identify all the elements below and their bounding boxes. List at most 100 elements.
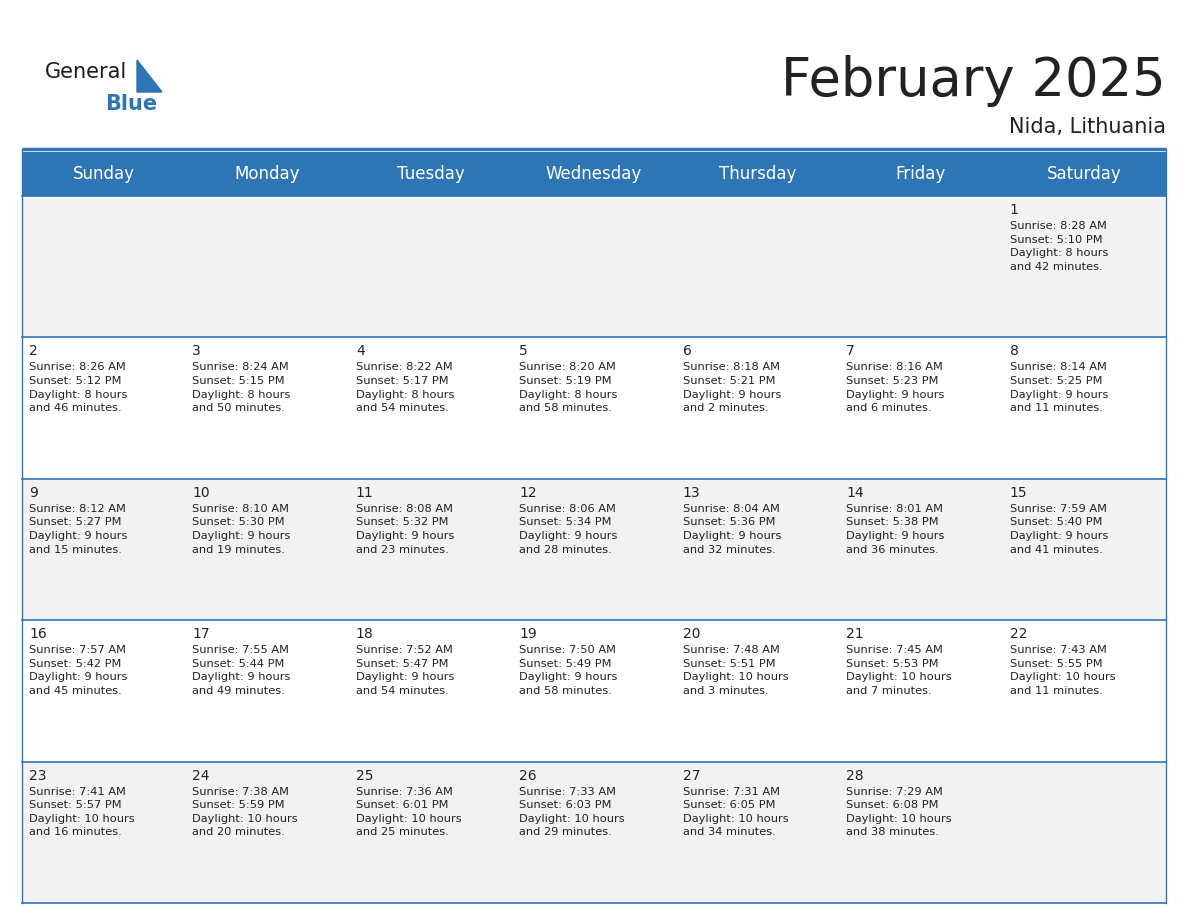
Bar: [839, 152, 1003, 196]
Bar: [512, 152, 676, 196]
Text: Sunrise: 7:38 AM
Sunset: 5:59 PM
Daylight: 10 hours
and 20 minutes.: Sunrise: 7:38 AM Sunset: 5:59 PM Dayligh…: [192, 787, 298, 837]
Text: 28: 28: [846, 768, 864, 783]
Text: Sunrise: 7:33 AM
Sunset: 6:03 PM
Daylight: 10 hours
and 29 minutes.: Sunrise: 7:33 AM Sunset: 6:03 PM Dayligh…: [519, 787, 625, 837]
Bar: [23, 621, 185, 762]
Text: Sunrise: 8:04 AM
Sunset: 5:36 PM
Daylight: 9 hours
and 32 minutes.: Sunrise: 8:04 AM Sunset: 5:36 PM Dayligh…: [683, 504, 781, 554]
Text: 5: 5: [519, 344, 527, 358]
Text: Sunrise: 8:06 AM
Sunset: 5:34 PM
Daylight: 9 hours
and 28 minutes.: Sunrise: 8:06 AM Sunset: 5:34 PM Dayligh…: [519, 504, 618, 554]
Text: 26: 26: [519, 768, 537, 783]
Bar: [676, 196, 839, 338]
Text: Blue: Blue: [105, 94, 157, 114]
Bar: [185, 196, 349, 338]
Text: Sunrise: 7:41 AM
Sunset: 5:57 PM
Daylight: 10 hours
and 16 minutes.: Sunrise: 7:41 AM Sunset: 5:57 PM Dayligh…: [29, 787, 134, 837]
Text: Sunrise: 7:43 AM
Sunset: 5:55 PM
Daylight: 10 hours
and 11 minutes.: Sunrise: 7:43 AM Sunset: 5:55 PM Dayligh…: [1010, 645, 1116, 696]
Text: Sunrise: 7:48 AM
Sunset: 5:51 PM
Daylight: 10 hours
and 3 minutes.: Sunrise: 7:48 AM Sunset: 5:51 PM Dayligh…: [683, 645, 789, 696]
Text: 17: 17: [192, 627, 210, 641]
Bar: [349, 479, 512, 621]
Text: Monday: Monday: [234, 165, 299, 183]
Text: Tuesday: Tuesday: [397, 165, 465, 183]
Bar: [676, 621, 839, 762]
Text: Sunrise: 8:24 AM
Sunset: 5:15 PM
Daylight: 8 hours
and 50 minutes.: Sunrise: 8:24 AM Sunset: 5:15 PM Dayligh…: [192, 363, 291, 413]
Text: 20: 20: [683, 627, 700, 641]
Text: Sunrise: 7:50 AM
Sunset: 5:49 PM
Daylight: 9 hours
and 58 minutes.: Sunrise: 7:50 AM Sunset: 5:49 PM Dayligh…: [519, 645, 618, 696]
Bar: [676, 762, 839, 903]
Bar: [839, 338, 1003, 479]
Text: 14: 14: [846, 486, 864, 499]
Bar: [185, 152, 349, 196]
Text: Thursday: Thursday: [719, 165, 796, 183]
Text: Sunrise: 8:14 AM
Sunset: 5:25 PM
Daylight: 9 hours
and 11 minutes.: Sunrise: 8:14 AM Sunset: 5:25 PM Dayligh…: [1010, 363, 1108, 413]
Text: Sunrise: 8:12 AM
Sunset: 5:27 PM
Daylight: 9 hours
and 15 minutes.: Sunrise: 8:12 AM Sunset: 5:27 PM Dayligh…: [29, 504, 127, 554]
Bar: [1003, 621, 1165, 762]
Text: General: General: [45, 62, 127, 82]
Bar: [1003, 762, 1165, 903]
Bar: [23, 479, 185, 621]
Text: 24: 24: [192, 768, 210, 783]
Bar: [512, 196, 676, 338]
Text: 1: 1: [1010, 203, 1018, 217]
Text: Sunrise: 7:52 AM
Sunset: 5:47 PM
Daylight: 9 hours
and 54 minutes.: Sunrise: 7:52 AM Sunset: 5:47 PM Dayligh…: [356, 645, 454, 696]
Text: 4: 4: [356, 344, 365, 358]
Bar: [185, 338, 349, 479]
Text: Sunrise: 7:36 AM
Sunset: 6:01 PM
Daylight: 10 hours
and 25 minutes.: Sunrise: 7:36 AM Sunset: 6:01 PM Dayligh…: [356, 787, 461, 837]
Text: Nida, Lithuania: Nida, Lithuania: [1009, 117, 1165, 137]
Bar: [839, 762, 1003, 903]
Bar: [349, 196, 512, 338]
Text: 2: 2: [29, 344, 38, 358]
Text: Saturday: Saturday: [1047, 165, 1121, 183]
Text: Friday: Friday: [896, 165, 946, 183]
Text: 6: 6: [683, 344, 691, 358]
Text: Sunrise: 8:28 AM
Sunset: 5:10 PM
Daylight: 8 hours
and 42 minutes.: Sunrise: 8:28 AM Sunset: 5:10 PM Dayligh…: [1010, 221, 1108, 272]
Text: Sunrise: 8:10 AM
Sunset: 5:30 PM
Daylight: 9 hours
and 19 minutes.: Sunrise: 8:10 AM Sunset: 5:30 PM Dayligh…: [192, 504, 291, 554]
Text: Sunday: Sunday: [72, 165, 134, 183]
Text: 8: 8: [1010, 344, 1018, 358]
Bar: [1003, 338, 1165, 479]
Bar: [349, 762, 512, 903]
Text: Sunrise: 8:22 AM
Sunset: 5:17 PM
Daylight: 8 hours
and 54 minutes.: Sunrise: 8:22 AM Sunset: 5:17 PM Dayligh…: [356, 363, 454, 413]
Bar: [23, 196, 185, 338]
Text: 3: 3: [192, 344, 201, 358]
Bar: [23, 338, 185, 479]
Bar: [676, 479, 839, 621]
Text: Sunrise: 7:45 AM
Sunset: 5:53 PM
Daylight: 10 hours
and 7 minutes.: Sunrise: 7:45 AM Sunset: 5:53 PM Dayligh…: [846, 645, 952, 696]
Text: Sunrise: 8:16 AM
Sunset: 5:23 PM
Daylight: 9 hours
and 6 minutes.: Sunrise: 8:16 AM Sunset: 5:23 PM Dayligh…: [846, 363, 944, 413]
Bar: [185, 479, 349, 621]
Text: Sunrise: 7:59 AM
Sunset: 5:40 PM
Daylight: 9 hours
and 41 minutes.: Sunrise: 7:59 AM Sunset: 5:40 PM Dayligh…: [1010, 504, 1108, 554]
Text: 7: 7: [846, 344, 855, 358]
Bar: [185, 762, 349, 903]
Text: Sunrise: 7:31 AM
Sunset: 6:05 PM
Daylight: 10 hours
and 34 minutes.: Sunrise: 7:31 AM Sunset: 6:05 PM Dayligh…: [683, 787, 789, 837]
Bar: [839, 621, 1003, 762]
Bar: [676, 338, 839, 479]
Bar: [349, 621, 512, 762]
Bar: [512, 479, 676, 621]
Bar: [23, 762, 185, 903]
Text: 10: 10: [192, 486, 210, 499]
Text: 23: 23: [29, 768, 46, 783]
Bar: [1003, 479, 1165, 621]
Bar: [512, 338, 676, 479]
Text: 21: 21: [846, 627, 864, 641]
Bar: [839, 479, 1003, 621]
Text: Sunrise: 7:55 AM
Sunset: 5:44 PM
Daylight: 9 hours
and 49 minutes.: Sunrise: 7:55 AM Sunset: 5:44 PM Dayligh…: [192, 645, 291, 696]
Text: 12: 12: [519, 486, 537, 499]
Bar: [1003, 196, 1165, 338]
Text: Sunrise: 7:57 AM
Sunset: 5:42 PM
Daylight: 9 hours
and 45 minutes.: Sunrise: 7:57 AM Sunset: 5:42 PM Dayligh…: [29, 645, 127, 696]
Bar: [839, 196, 1003, 338]
Text: 25: 25: [356, 768, 373, 783]
Bar: [512, 762, 676, 903]
Text: Sunrise: 7:29 AM
Sunset: 6:08 PM
Daylight: 10 hours
and 38 minutes.: Sunrise: 7:29 AM Sunset: 6:08 PM Dayligh…: [846, 787, 952, 837]
Bar: [512, 621, 676, 762]
Bar: [349, 152, 512, 196]
Text: Wednesday: Wednesday: [545, 165, 643, 183]
Text: Sunrise: 8:26 AM
Sunset: 5:12 PM
Daylight: 8 hours
and 46 minutes.: Sunrise: 8:26 AM Sunset: 5:12 PM Dayligh…: [29, 363, 127, 413]
Text: Sunrise: 8:01 AM
Sunset: 5:38 PM
Daylight: 9 hours
and 36 minutes.: Sunrise: 8:01 AM Sunset: 5:38 PM Dayligh…: [846, 504, 944, 554]
Bar: [676, 152, 839, 196]
Polygon shape: [137, 60, 162, 92]
Text: February 2025: February 2025: [782, 55, 1165, 107]
Text: 13: 13: [683, 486, 701, 499]
Bar: [185, 621, 349, 762]
Text: 9: 9: [29, 486, 38, 499]
Bar: [23, 152, 185, 196]
Text: Sunrise: 8:08 AM
Sunset: 5:32 PM
Daylight: 9 hours
and 23 minutes.: Sunrise: 8:08 AM Sunset: 5:32 PM Dayligh…: [356, 504, 454, 554]
Bar: [1003, 152, 1165, 196]
